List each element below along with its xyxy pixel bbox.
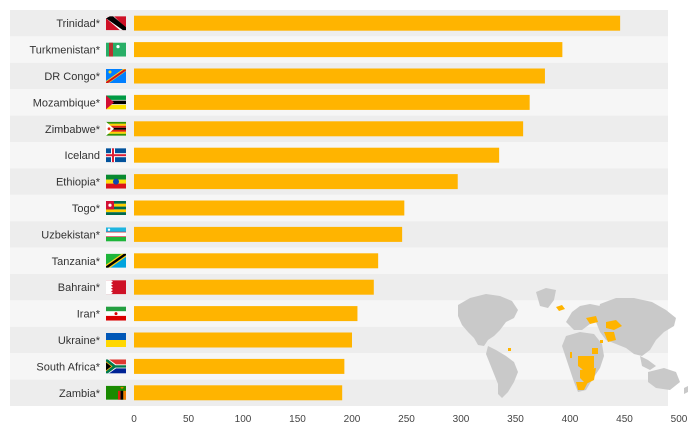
map-iran xyxy=(604,332,616,342)
category-label: Mozambique* xyxy=(33,97,101,109)
map-new-zealand xyxy=(684,386,688,394)
map-iceland xyxy=(556,305,565,311)
map-south-america xyxy=(486,346,518,398)
map-south-africa xyxy=(576,382,588,390)
category-label: Trinidad* xyxy=(56,18,100,30)
x-tick-label: 150 xyxy=(289,414,306,425)
map-australia xyxy=(648,368,680,390)
map-europe xyxy=(566,304,604,330)
map-asia xyxy=(596,298,676,356)
bar xyxy=(134,42,563,58)
flag-dr-congo-icon xyxy=(106,69,126,83)
flag-zimbabwe-icon xyxy=(106,121,126,136)
flag-mozambique-icon xyxy=(106,95,126,110)
map-zambia-zimbabwe-mozambique xyxy=(580,368,596,384)
x-tick-label: 350 xyxy=(507,414,524,425)
category-label: Togo* xyxy=(72,203,101,215)
category-label: Iran* xyxy=(77,309,101,321)
category-label: DR Congo* xyxy=(44,71,100,83)
flag-tanzania-icon xyxy=(106,253,126,268)
flag-ethiopia-icon xyxy=(106,174,126,189)
flag-zambia-icon xyxy=(106,385,126,400)
category-label: Bahrain* xyxy=(58,282,101,294)
bar xyxy=(134,68,545,84)
x-tick-label: 300 xyxy=(453,414,470,425)
category-label: Ukraine* xyxy=(58,335,101,347)
map-togo xyxy=(570,352,572,358)
map-north-america xyxy=(458,294,518,346)
x-tick-label: 450 xyxy=(616,414,633,425)
bar xyxy=(134,226,403,242)
x-tick-label: 100 xyxy=(235,414,252,425)
category-label: Turkmenistan* xyxy=(29,45,100,57)
category-label: Zimbabwe* xyxy=(45,124,101,136)
category-label: South Africa* xyxy=(36,361,100,373)
bar xyxy=(134,15,621,31)
flag-iceland-icon xyxy=(106,148,126,163)
category-label: Zambia* xyxy=(59,388,101,400)
bar xyxy=(134,306,358,322)
map-ethiopia xyxy=(592,348,598,354)
x-tick-label: 0 xyxy=(131,414,137,425)
bar xyxy=(134,332,352,348)
x-tick-label: 500 xyxy=(671,414,688,425)
x-tick-label: 400 xyxy=(562,414,579,425)
map-southeast-asia xyxy=(640,356,656,370)
world-map-illustration xyxy=(458,288,688,398)
bar xyxy=(134,279,374,295)
x-tick-label: 200 xyxy=(344,414,361,425)
map-turkmenistan-uzbekistan xyxy=(606,320,622,330)
flag-turkmenistan-icon xyxy=(106,42,126,57)
category-label: Tanzania* xyxy=(52,256,101,268)
flag-trinidad-icon xyxy=(106,16,126,31)
map-dr-congo-tanzania xyxy=(578,356,594,372)
map-greenland xyxy=(536,288,556,308)
flag-togo-icon xyxy=(106,201,126,215)
category-label: Ethiopia* xyxy=(56,177,101,189)
map-trinidad xyxy=(508,348,511,351)
flag-bahrain-icon xyxy=(106,280,126,295)
x-tick-label: 50 xyxy=(183,414,195,425)
bar xyxy=(134,358,345,374)
bar xyxy=(134,385,343,401)
bar xyxy=(134,200,405,216)
bar xyxy=(134,174,458,190)
flag-south-africa-icon xyxy=(106,359,126,374)
category-label: Uzbekistan* xyxy=(41,229,100,241)
map-bahrain xyxy=(600,340,603,343)
flag-ukraine-icon xyxy=(106,333,126,347)
x-tick-label: 250 xyxy=(398,414,415,425)
bar xyxy=(134,147,500,163)
map-ukraine xyxy=(586,316,598,324)
bar xyxy=(134,94,530,110)
category-label: Iceland xyxy=(65,150,100,162)
flag-uzbekistan-icon xyxy=(106,227,126,242)
bar xyxy=(134,121,524,137)
bar xyxy=(134,253,379,269)
flag-iran-icon xyxy=(106,306,126,321)
